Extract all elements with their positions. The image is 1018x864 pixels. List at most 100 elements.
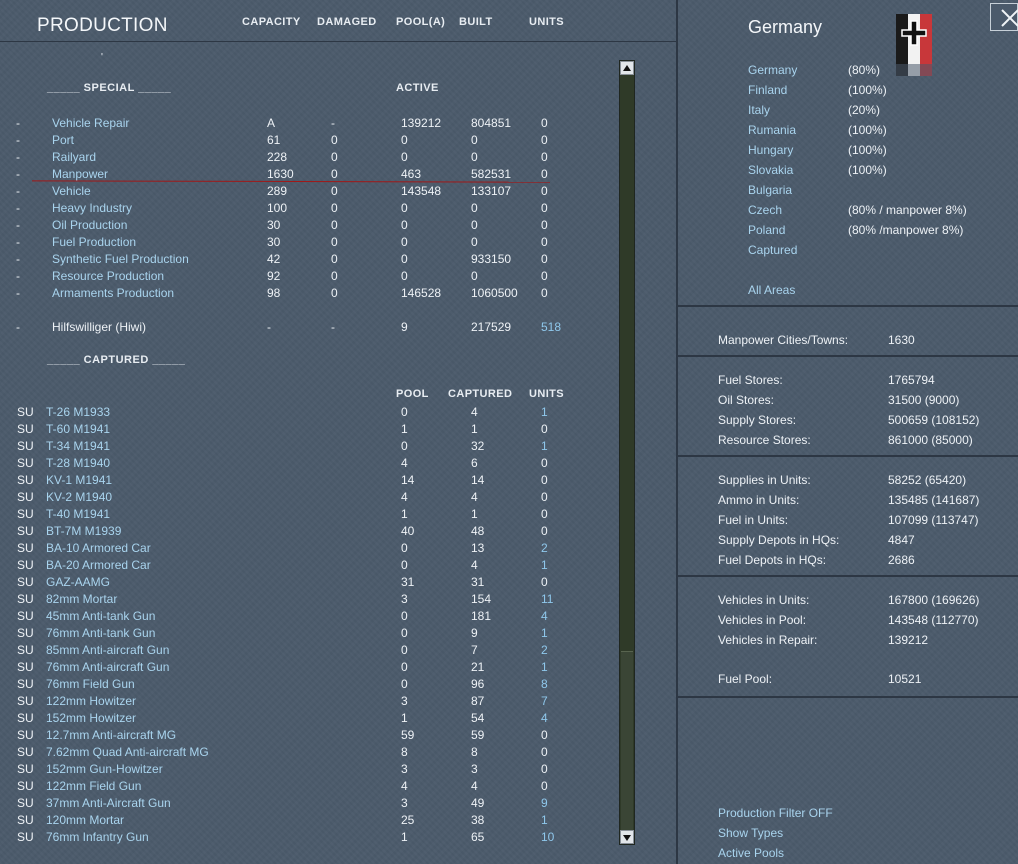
row-units: 0 bbox=[541, 116, 548, 130]
row-units: 4 bbox=[541, 711, 548, 725]
captured-column-captured[interactable]: CAPTURED bbox=[448, 388, 513, 400]
row-name[interactable]: 7.62mm Quad Anti-aircraft MG bbox=[46, 745, 209, 759]
stat-label: Supplies in Units: bbox=[718, 473, 811, 487]
row-name[interactable]: 122mm Howitzer bbox=[46, 694, 137, 708]
row-name[interactable]: T-34 M1941 bbox=[46, 439, 111, 453]
row-capacity: 98 bbox=[267, 286, 281, 300]
row-name[interactable]: 120mm Mortar bbox=[46, 813, 125, 827]
row-name[interactable]: T-26 M1933 bbox=[46, 405, 111, 419]
row-name[interactable]: 122mm Field Gun bbox=[46, 779, 142, 793]
scrollbar-thumb[interactable] bbox=[621, 651, 633, 832]
row-pool: 0 bbox=[401, 252, 408, 266]
nation-name[interactable]: Captured bbox=[748, 243, 798, 257]
row-captured: 31 bbox=[471, 575, 485, 589]
captured-column-pool[interactable]: POOL bbox=[396, 388, 429, 400]
row-captured: 54 bbox=[471, 711, 485, 725]
row-name[interactable]: T-40 M1941 bbox=[46, 507, 111, 521]
all-areas-link[interactable]: All Areas bbox=[748, 283, 796, 297]
row-dash: - bbox=[16, 201, 20, 215]
nation-name[interactable]: Finland bbox=[748, 83, 788, 97]
row-name[interactable]: KV-1 M1941 bbox=[46, 473, 113, 487]
column-built[interactable]: BUILT bbox=[459, 16, 493, 28]
row-name[interactable]: 85mm Anti-aircraft Gun bbox=[46, 643, 170, 657]
nation-name[interactable]: Hungary bbox=[748, 143, 794, 157]
row-name[interactable]: 82mm Mortar bbox=[46, 592, 118, 606]
row-name[interactable]: BA-10 Armored Car bbox=[46, 541, 151, 555]
nation-name[interactable]: Germany bbox=[748, 63, 798, 77]
stat-value: 2686 bbox=[888, 553, 915, 567]
row-name[interactable]: 152mm Howitzer bbox=[46, 711, 137, 725]
row-captured: 154 bbox=[471, 592, 492, 606]
row-name[interactable]: Synthetic Fuel Production bbox=[52, 252, 189, 266]
row-name[interactable]: Armaments Production bbox=[52, 286, 175, 300]
nation-share: (100%) bbox=[848, 83, 887, 97]
nation-share: (80%) bbox=[848, 63, 881, 77]
row-name[interactable]: KV-2 M1940 bbox=[46, 490, 113, 504]
row-nation: SU bbox=[17, 745, 34, 759]
nation-name[interactable]: Bulgaria bbox=[748, 183, 793, 197]
row-damaged: 0 bbox=[331, 167, 338, 181]
row-name[interactable]: 76mm Anti-tank Gun bbox=[46, 626, 156, 640]
row-pool: 3 bbox=[401, 694, 408, 708]
row-captured: 1 bbox=[471, 422, 478, 436]
nation-name[interactable]: Czech bbox=[748, 203, 783, 217]
row-dash: - bbox=[16, 116, 20, 130]
row-units: 0 bbox=[541, 728, 548, 742]
row-pool: 139212 bbox=[401, 116, 442, 130]
row-name[interactable]: Port bbox=[52, 133, 75, 147]
row-name[interactable]: 45mm Anti-tank Gun bbox=[46, 609, 156, 623]
row-name[interactable]: 76mm Anti-aircraft Gun bbox=[46, 660, 170, 674]
row-name[interactable]: 76mm Infantry Gun bbox=[46, 830, 149, 844]
row-name[interactable]: T-60 M1941 bbox=[46, 422, 111, 436]
nation-name[interactable]: Poland bbox=[748, 223, 786, 237]
nation-name[interactable]: Slovakia bbox=[748, 163, 794, 177]
show-types-link[interactable]: Show Types bbox=[718, 826, 784, 840]
row-pool: 0 bbox=[401, 541, 408, 555]
row-name[interactable]: BA-20 Armored Car bbox=[46, 558, 151, 572]
row-captured: 4 bbox=[471, 779, 478, 793]
row-name[interactable]: Vehicle Repair bbox=[52, 116, 130, 130]
row-name[interactable]: 76mm Field Gun bbox=[46, 677, 135, 691]
row-name[interactable]: Oil Production bbox=[52, 218, 128, 232]
captured-column-units[interactable]: UNITS bbox=[529, 388, 564, 400]
active-pools-link[interactable]: Active Pools bbox=[718, 846, 785, 860]
stat-label: Fuel Stores: bbox=[718, 373, 783, 387]
row-name[interactable]: BT-7M M1939 bbox=[46, 524, 122, 538]
row-name[interactable]: Heavy Industry bbox=[52, 201, 133, 215]
row-captured: 21 bbox=[471, 660, 485, 674]
row-name[interactable]: Resource Production bbox=[52, 269, 165, 283]
row-dash: - bbox=[16, 184, 20, 198]
row-capacity: 228 bbox=[267, 150, 288, 164]
nation-name[interactable]: Italy bbox=[748, 103, 771, 117]
row-name[interactable]: 37mm Anti-Aircraft Gun bbox=[46, 796, 171, 810]
row-pool: 3 bbox=[401, 762, 408, 776]
row-built: 933150 bbox=[471, 252, 512, 266]
row-captured: 4 bbox=[471, 558, 478, 572]
scroll-down-arrow-icon[interactable] bbox=[620, 830, 634, 844]
row-name[interactable]: Vehicle bbox=[52, 184, 91, 198]
scroll-up-arrow-icon[interactable] bbox=[620, 61, 634, 75]
summary-panel: Germany Germany (80%) Finland (100%) Italy (2… bbox=[676, 0, 1018, 864]
row-pool: 4 bbox=[401, 779, 408, 793]
row-units: 11 bbox=[541, 592, 554, 606]
close-button[interactable] bbox=[990, 3, 1018, 31]
column-units[interactable]: UNITS bbox=[529, 16, 564, 28]
column-pool[interactable]: POOL(A) bbox=[396, 16, 446, 28]
row-name[interactable]: GAZ-AAMG bbox=[46, 575, 111, 589]
row-name[interactable]: 152mm Gun-Howitzer bbox=[46, 762, 163, 776]
production-filter-link[interactable]: Production Filter OFF bbox=[718, 806, 833, 820]
row-name[interactable]: 12.7mm Anti-aircraft MG bbox=[46, 728, 177, 742]
scrollbar[interactable] bbox=[619, 60, 635, 845]
row-name[interactable]: Railyard bbox=[52, 150, 97, 164]
nation-share: (100%) bbox=[848, 123, 887, 137]
column-damaged[interactable]: DAMAGED bbox=[317, 16, 377, 28]
row-name[interactable]: Manpower bbox=[52, 167, 109, 181]
row-name[interactable]: T-28 M1940 bbox=[46, 456, 111, 470]
row-name[interactable]: Fuel Production bbox=[52, 235, 137, 249]
column-capacity[interactable]: CAPACITY bbox=[242, 16, 301, 28]
row-built: 804851 bbox=[471, 116, 512, 130]
nation-name[interactable]: Rumania bbox=[748, 123, 797, 137]
nation-share: (100%) bbox=[848, 163, 887, 177]
row-built: 0 bbox=[471, 201, 478, 215]
stat-value: 1630 bbox=[888, 333, 915, 347]
